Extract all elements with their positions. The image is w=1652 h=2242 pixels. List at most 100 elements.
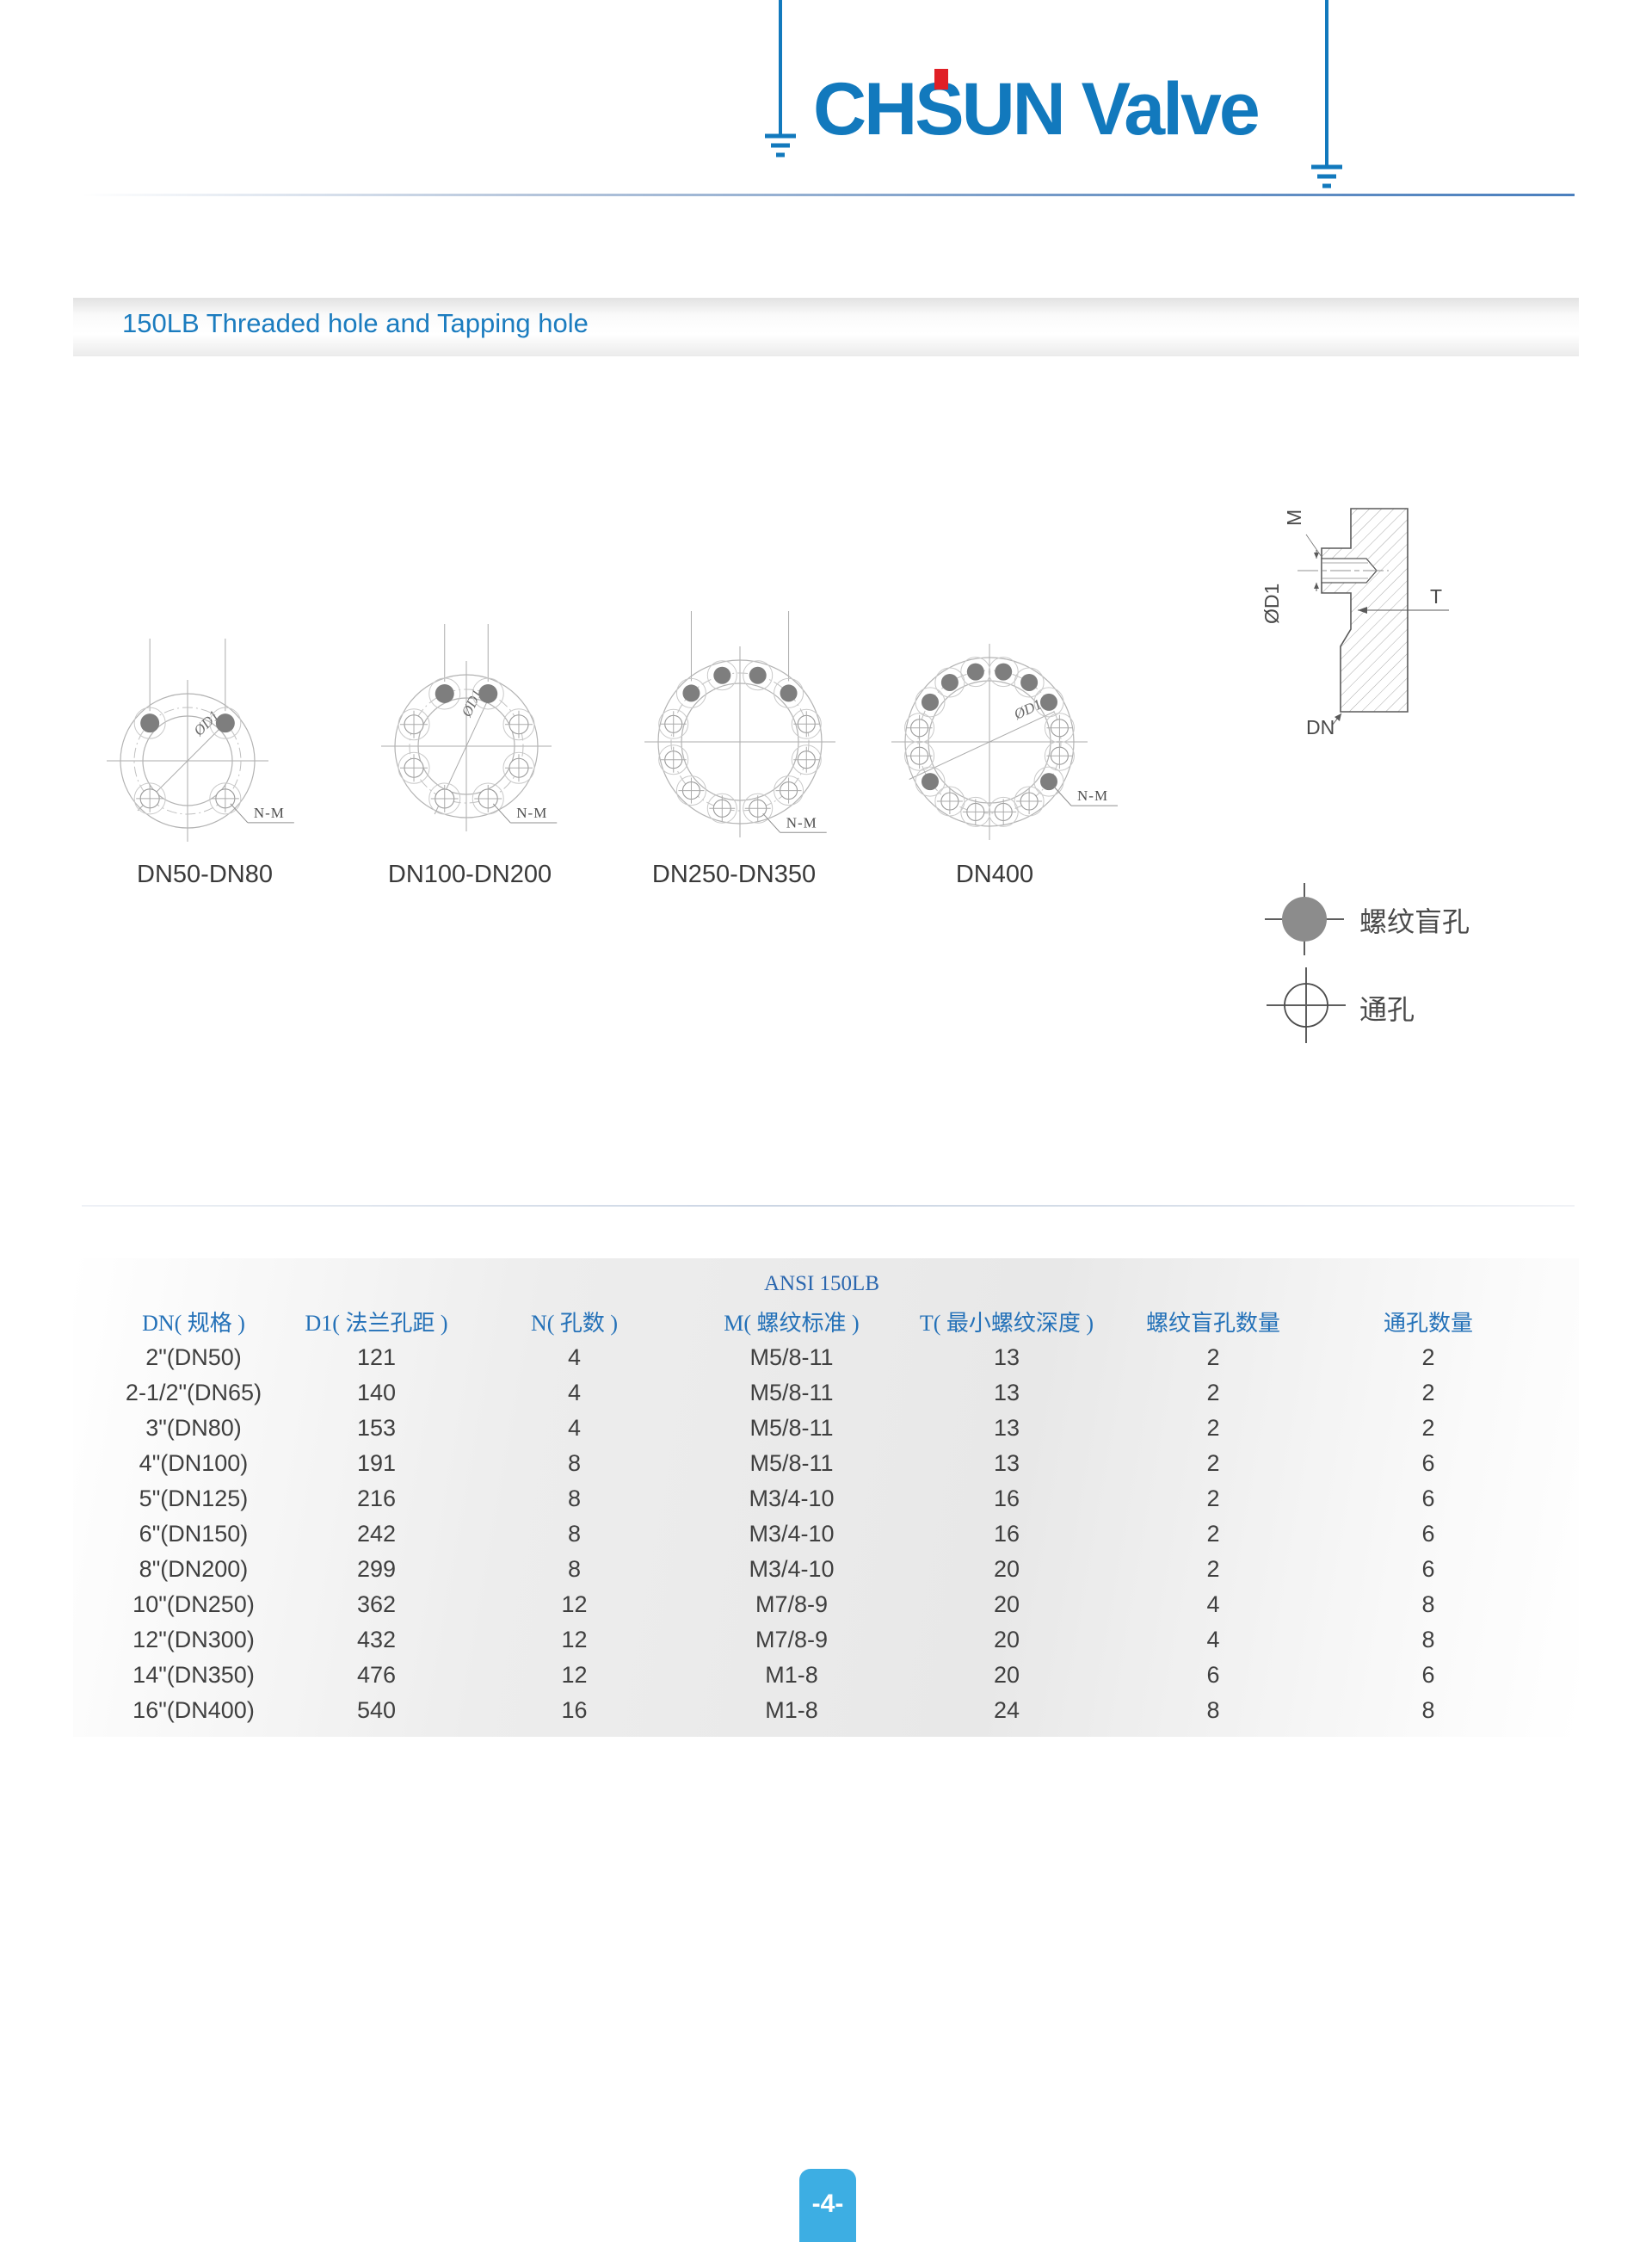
section-heading-band <box>73 298 1579 356</box>
table-cell: 216 <box>356 1485 397 1511</box>
table-cell: 4 <box>567 1380 582 1405</box>
table-cell: M1-8 <box>765 1697 818 1723</box>
dimension-label-d1: ØD1 <box>1261 584 1283 624</box>
table-cell: M3/4-10 <box>749 1485 835 1511</box>
table-divider <box>82 1205 1575 1207</box>
table-cell: 20 <box>993 1556 1020 1582</box>
table-row: 12"(DN300) 432 12 M7/8-9 20 4 8 <box>103 1622 1540 1658</box>
table-row: 8"(DN200) 299 8 M3/4-10 20 2 6 <box>103 1552 1540 1587</box>
column-header: D1( 法兰孔距 ) <box>305 1310 448 1336</box>
table-cell: M3/4-10 <box>749 1521 835 1547</box>
table-cell: 20 <box>993 1627 1020 1652</box>
table-cell: 2 <box>1206 1415 1220 1441</box>
table-cell: 13 <box>993 1415 1020 1441</box>
table-cell: 6 <box>1421 1450 1435 1476</box>
table-cell: 4 <box>1206 1591 1220 1617</box>
table-cell: 16"(DN400) <box>133 1697 255 1723</box>
table-cell: M5/8-11 <box>749 1344 834 1370</box>
table-cell: 8"(DN200) <box>139 1556 249 1582</box>
table-background-panel <box>73 1258 1579 1737</box>
table-cell: 6 <box>1421 1556 1435 1582</box>
legend-label-through-hole: 通孔 <box>1359 994 1415 1025</box>
table-cell: 2 <box>1206 1450 1220 1476</box>
table-cell: M7/8-9 <box>755 1627 829 1652</box>
table-cell: M5/8-11 <box>749 1380 834 1405</box>
table-cell: 4"(DN100) <box>139 1450 249 1476</box>
dimension-label-t: T <box>1430 585 1442 608</box>
table-row: 6"(DN150) 242 8 M3/4-10 16 2 6 <box>103 1516 1540 1552</box>
ground-symbol-right <box>1311 0 1342 188</box>
table-cell: 299 <box>356 1556 397 1582</box>
blind-hole-symbol-icon <box>1265 883 1344 955</box>
table-cell: 20 <box>993 1662 1020 1688</box>
table-cell: 16 <box>561 1697 588 1723</box>
table-cell: 12"(DN300) <box>133 1627 255 1652</box>
table-title: ANSI 150LB <box>763 1272 880 1295</box>
table-cell: 12 <box>561 1627 588 1652</box>
table-cell: 2 <box>1421 1380 1435 1405</box>
table-row: 16"(DN400) 540 16 M1-8 24 8 8 <box>103 1693 1540 1728</box>
column-header: DN( 规格 ) <box>142 1310 245 1336</box>
ground-symbol-left <box>765 0 796 157</box>
table-cell: 5"(DN125) <box>139 1485 249 1511</box>
table-cell: 20 <box>993 1591 1020 1617</box>
table-cell: 6 <box>1206 1662 1220 1688</box>
logo-text: CHSUN Valve <box>813 68 1261 151</box>
table-cell: 6"(DN150) <box>139 1521 249 1547</box>
table-cell: M1-8 <box>765 1662 818 1688</box>
table-cell: 121 <box>356 1344 397 1370</box>
page-number: -4- <box>811 2190 844 2218</box>
dimension-label-m: M <box>1283 510 1305 526</box>
table-cell: 540 <box>356 1697 397 1723</box>
table-cell: 2 <box>1206 1521 1220 1547</box>
table-cell: 6 <box>1421 1485 1435 1511</box>
table-row: 3"(DN80) 153 4 M5/8-11 13 2 2 <box>103 1411 1540 1446</box>
table-cell: 8 <box>1421 1697 1435 1723</box>
column-header: M( 螺纹标准 ) <box>724 1310 860 1336</box>
svg-text:N-M: N-M <box>254 805 285 821</box>
table-cell: 4 <box>1206 1627 1220 1652</box>
table-cell: 12 <box>561 1662 588 1688</box>
table-cell: 8 <box>567 1556 582 1582</box>
company-logo: CHSUN Valve <box>813 62 1261 165</box>
table-cell: M5/8-11 <box>749 1450 834 1476</box>
table-cell: 2 <box>1206 1344 1220 1370</box>
table-cell: 2 <box>1206 1556 1220 1582</box>
table-cell: 2"(DN50) <box>145 1344 242 1370</box>
table-row: 14"(DN350) 476 12 M1-8 20 6 6 <box>103 1658 1540 1693</box>
table-cell: 10"(DN250) <box>133 1591 255 1617</box>
table-cell: 140 <box>356 1380 397 1405</box>
logo-red-dot-icon <box>934 69 948 90</box>
table-row: 2"(DN50) 121 4 M5/8-11 13 2 2 <box>103 1340 1540 1375</box>
flange-diagram-dn250-dn350: N-M <box>644 611 835 837</box>
table-cell: 13 <box>993 1380 1020 1405</box>
table-cell: 432 <box>356 1627 397 1652</box>
table-row: 4"(DN100) 191 8 M5/8-11 13 2 6 <box>103 1446 1540 1481</box>
table-cell: 13 <box>993 1344 1020 1370</box>
table-cell: 362 <box>356 1591 397 1617</box>
diagram-label: DN250-DN350 <box>651 861 817 888</box>
table-cell: 4 <box>567 1344 582 1370</box>
through-hole-symbol-icon <box>1267 967 1346 1043</box>
legend-label-blind-hole: 螺纹盲孔 <box>1359 906 1470 937</box>
table-cell: M3/4-10 <box>749 1556 835 1582</box>
table-cell: 476 <box>356 1662 397 1688</box>
table-cell: 242 <box>356 1521 397 1547</box>
column-header: T( 最小螺纹深度 ) <box>919 1310 1094 1336</box>
header-divider <box>82 194 1575 196</box>
table-cell: 2-1/2"(DN65) <box>125 1380 262 1405</box>
table-cell: 3"(DN80) <box>145 1415 242 1441</box>
table-cell: 2 <box>1421 1415 1435 1441</box>
table-row: 10"(DN250) 362 12 M7/8-9 20 4 8 <box>103 1587 1540 1622</box>
svg-text:N-M: N-M <box>516 805 547 821</box>
table-header-row: DN( 规格 ) D1( 法兰孔距 ) N( 孔数 ) M( 螺纹标准 ) T( 最小螺… <box>103 1303 1540 1339</box>
table-cell: 191 <box>356 1450 397 1476</box>
table-cell: 12 <box>561 1591 588 1617</box>
table-cell: 8 <box>1421 1627 1435 1652</box>
table-cell: 16 <box>993 1521 1020 1547</box>
table-cell: 2 <box>1421 1344 1435 1370</box>
